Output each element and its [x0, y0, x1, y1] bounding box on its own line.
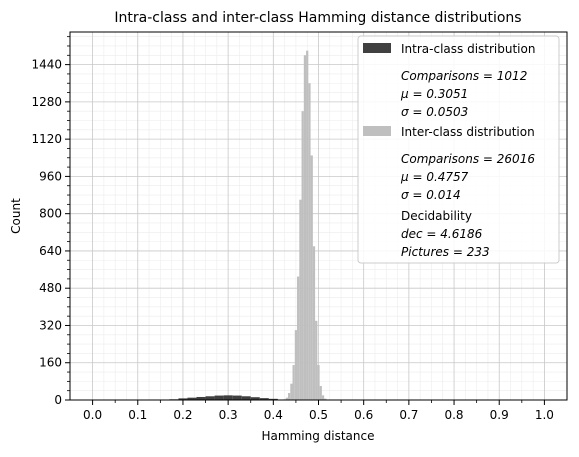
x-tick-label: 0.1: [128, 408, 147, 422]
x-tick-label: 1.0: [535, 408, 554, 422]
y-tick-label: 1280: [31, 95, 62, 109]
y-tick-label: 800: [39, 207, 62, 221]
intra-class-bar: [224, 395, 233, 400]
legend-label-inter: Inter-class distribution: [401, 125, 535, 139]
x-tick-label: 0.9: [490, 408, 509, 422]
inter-class-bar: [293, 365, 295, 400]
legend-inter-std: σ = 0.014: [401, 188, 461, 202]
x-tick-label: 0.4: [264, 408, 283, 422]
inter-class-bar: [288, 393, 290, 400]
x-tick-label: 0.8: [444, 408, 463, 422]
x-tick-label: 0.2: [173, 408, 192, 422]
legend-intra-comparisons: Comparisons = 1012: [401, 69, 527, 83]
inter-class-bar: [311, 155, 313, 400]
legend-label-intra: Intra-class distribution: [401, 42, 535, 56]
inter-class-bar: [304, 55, 306, 400]
legend-inter-mean: μ = 0.4757: [400, 170, 469, 184]
bars: [169, 51, 328, 400]
y-tick-label: 320: [39, 318, 62, 332]
inter-class-bar: [322, 395, 324, 400]
legend-intra-mean: μ = 0.3051: [400, 87, 468, 101]
intra-class-bar: [215, 396, 224, 400]
intra-class-bar: [206, 396, 215, 400]
legend-decidability-value: dec = 4.6186: [401, 227, 483, 241]
x-axis-label: Hamming distance: [262, 429, 375, 443]
x-tick-label: 0.6: [354, 408, 373, 422]
inter-class-bar: [308, 83, 310, 400]
inter-class-bar: [290, 384, 292, 400]
inter-class-bar: [295, 330, 297, 400]
legend-decidability-label: Decidability: [401, 209, 472, 223]
inter-class-bar: [317, 365, 319, 400]
legend-pictures-count: Pictures = 233: [401, 245, 490, 259]
inter-class-bar: [306, 51, 308, 400]
chart-title: Intra-class and inter-class Hamming dist…: [114, 10, 521, 26]
legend: Intra-class distribution Comparisons = 1…: [358, 36, 559, 263]
inter-class-bar: [315, 321, 317, 400]
y-tick-label: 160: [39, 356, 62, 370]
x-tick-label: 0.5: [309, 408, 328, 422]
y-tick-label: 0: [54, 393, 62, 407]
legend-swatch-inter: [363, 126, 391, 136]
y-tick-label: 960: [39, 169, 62, 183]
legend-intra-std: σ = 0.0503: [401, 105, 468, 119]
inter-class-bar: [302, 111, 304, 400]
y-axis-label: Count: [9, 198, 23, 234]
x-tick-label: 0.3: [219, 408, 238, 422]
legend-swatch-intra: [363, 43, 391, 53]
y-tick-label: 640: [39, 244, 62, 258]
x-tick-label: 0.0: [83, 408, 102, 422]
inter-class-bar: [313, 246, 315, 400]
inter-class-bar: [299, 200, 301, 400]
legend-inter-comparisons: Comparisons = 26016: [401, 152, 535, 166]
inter-class-bar: [320, 386, 322, 400]
y-tick-label: 480: [39, 281, 62, 295]
y-tick-label: 1120: [31, 132, 62, 146]
intra-class-bar: [242, 396, 251, 400]
x-tick-label: 0.7: [399, 408, 418, 422]
intra-class-bar: [233, 396, 242, 400]
y-tick-label: 1440: [31, 58, 62, 72]
inter-class-bar: [297, 277, 299, 400]
